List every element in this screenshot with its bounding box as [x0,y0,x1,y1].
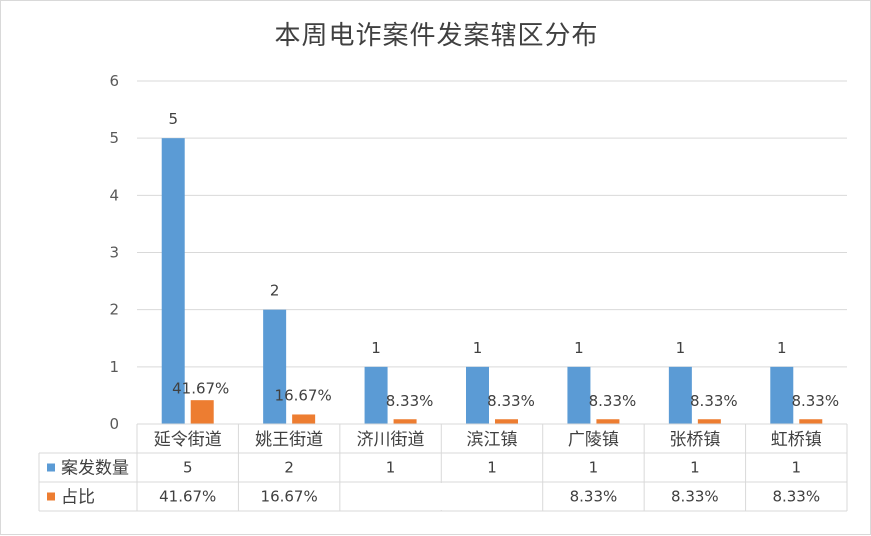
table-cell: 8.33% [772,488,820,506]
table-cell: 8.33% [570,488,618,506]
data-label-count: 1 [473,339,483,357]
y-tick-label: 6 [109,72,119,90]
data-label-count: 1 [574,339,584,357]
bar-ratio-3 [495,419,518,424]
legend-key-ratio [47,492,55,501]
table-cell: 8.33% [671,488,719,506]
y-tick-label: 2 [109,301,119,319]
y-tick-label: 1 [109,358,119,376]
y-tick-label: 0 [109,415,119,433]
table-cell: 16.67% [261,488,318,506]
data-label-ratio: 8.33% [791,392,839,410]
data-label-ratio: 8.33% [386,392,434,410]
data-label-ratio: 41.67% [172,380,229,398]
category-label: 虹桥镇 [771,430,822,450]
bar-count-0 [161,138,185,424]
table-cell-blank [340,483,542,510]
table-cell: 1 [792,459,802,477]
y-tick-label: 4 [109,186,119,204]
table-cell: 1 [589,459,599,477]
data-label-count: 1 [777,339,787,357]
data-label-ratio: 8.33% [487,392,535,410]
legend-label: 占比 [61,488,95,508]
bar-ratio-2 [393,419,417,424]
table-cell: 5 [183,459,193,477]
category-label: 姚王街道 [255,430,323,450]
data-label-count: 2 [270,282,280,300]
y-tick-label: 5 [109,129,119,147]
data-label-ratio: 16.67% [275,386,332,404]
data-label-count: 5 [168,110,178,128]
table-cell: 1 [487,459,497,477]
legend-key-count [47,463,55,472]
category-label: 济川街道 [357,430,425,450]
data-label-ratio: 8.33% [589,392,637,410]
bar-count-5 [668,366,692,424]
bar-ratio-0 [190,400,214,424]
table-cell: 1 [386,459,396,477]
y-tick-label: 3 [109,244,119,262]
bar-count-2 [364,366,388,424]
bar-ratio-5 [697,419,721,424]
bar-ratio-1 [292,414,316,424]
category-label: 滨江镇 [467,430,518,450]
bar-count-6 [770,366,794,424]
category-label: 延令街道 [154,430,222,450]
category-label: 广陵镇 [568,430,619,450]
category-label: 张桥镇 [669,430,720,450]
table-cell: 1 [690,459,700,477]
table-cell: 41.67% [159,488,216,506]
bar-ratio-6 [799,419,823,424]
data-label-ratio: 8.33% [690,392,738,410]
bar-count-3 [466,366,489,424]
chart-title: 本周电诈案件发案辖区分布 [274,21,599,51]
bar-count-4 [567,366,591,424]
bar-count-1 [263,309,287,424]
data-label-count: 1 [371,339,381,357]
data-label-count: 1 [676,339,686,357]
table-cell: 2 [284,459,294,477]
legend-label: 案发数量 [61,459,129,479]
bar-ratio-4 [596,419,620,424]
